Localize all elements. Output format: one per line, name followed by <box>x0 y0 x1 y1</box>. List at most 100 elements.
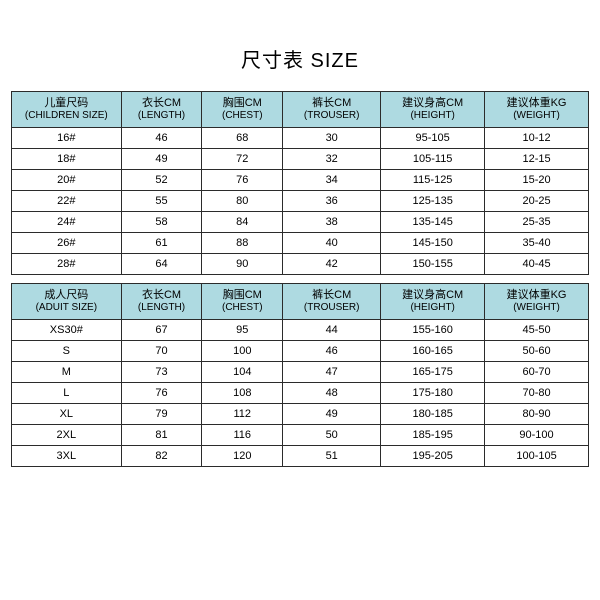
table-cell: 2XL <box>12 425 122 446</box>
table-cell: 84 <box>202 212 283 233</box>
table-cell: 67 <box>121 320 202 341</box>
table-cell: 68 <box>202 128 283 149</box>
table-cell: 115-125 <box>381 170 485 191</box>
table-cell: 160-165 <box>381 341 485 362</box>
table-row: 24#588438135-14525-35 <box>12 212 589 233</box>
table-cell: 80-90 <box>485 404 589 425</box>
table-cell: 155-160 <box>381 320 485 341</box>
table-row: 18#497232105-11512-15 <box>12 149 589 170</box>
table-cell: 48 <box>283 383 381 404</box>
table-cell: 38 <box>283 212 381 233</box>
table-cell: 79 <box>121 404 202 425</box>
table-cell: L <box>12 383 122 404</box>
table-cell: 180-185 <box>381 404 485 425</box>
col-header: 建议身高CM(HEIGHT) <box>381 92 485 128</box>
table-cell: 90-100 <box>485 425 589 446</box>
table-cell: 12-15 <box>485 149 589 170</box>
table-cell: 15-20 <box>485 170 589 191</box>
table-cell: 72 <box>202 149 283 170</box>
size-tables-container: 儿童尺码(CHILDREN SIZE) 衣长CM(LENGTH) 胸围CM(CH… <box>11 91 589 467</box>
table-cell: 25-35 <box>485 212 589 233</box>
table-cell: 108 <box>202 383 283 404</box>
table-cell: 76 <box>121 383 202 404</box>
table-cell: 44 <box>283 320 381 341</box>
table-cell: 24# <box>12 212 122 233</box>
table-cell: 26# <box>12 233 122 254</box>
col-header: 成人尺码(ADUIT SIZE) <box>12 284 122 320</box>
table-row: 22#558036125-13520-25 <box>12 191 589 212</box>
table-cell: 55 <box>121 191 202 212</box>
table-cell: 40-45 <box>485 254 589 275</box>
table-cell: 45-50 <box>485 320 589 341</box>
table-cell: 175-180 <box>381 383 485 404</box>
table-row: 2XL8111650185-19590-100 <box>12 425 589 446</box>
table-header-row: 儿童尺码(CHILDREN SIZE) 衣长CM(LENGTH) 胸围CM(CH… <box>12 92 589 128</box>
table-cell: 81 <box>121 425 202 446</box>
table-cell: 16# <box>12 128 122 149</box>
table-cell: 42 <box>283 254 381 275</box>
table-cell: 46 <box>121 128 202 149</box>
table-cell: 61 <box>121 233 202 254</box>
table-cell: 185-195 <box>381 425 485 446</box>
table-cell: 82 <box>121 446 202 467</box>
table-cell: 60-70 <box>485 362 589 383</box>
table-cell: M <box>12 362 122 383</box>
table-cell: 35-40 <box>485 233 589 254</box>
table-cell: 52 <box>121 170 202 191</box>
col-header: 衣长CM(LENGTH) <box>121 284 202 320</box>
col-header: 建议身高CM(HEIGHT) <box>381 284 485 320</box>
children-size-body: 16#46683095-10510-1218#497232105-11512-1… <box>12 128 589 275</box>
table-header-row: 成人尺码(ADUIT SIZE) 衣长CM(LENGTH) 胸围CM(CHEST… <box>12 284 589 320</box>
table-cell: 112 <box>202 404 283 425</box>
table-cell: 10-12 <box>485 128 589 149</box>
table-row: XL7911249180-18580-90 <box>12 404 589 425</box>
col-header: 儿童尺码(CHILDREN SIZE) <box>12 92 122 128</box>
table-cell: 73 <box>121 362 202 383</box>
table-cell: XL <box>12 404 122 425</box>
col-header: 建议体重KG(WEIGHT) <box>485 284 589 320</box>
col-header: 胸围CM(CHEST) <box>202 284 283 320</box>
table-cell: S <box>12 341 122 362</box>
table-cell: 150-155 <box>381 254 485 275</box>
adult-size-table: 成人尺码(ADUIT SIZE) 衣长CM(LENGTH) 胸围CM(CHEST… <box>11 283 589 467</box>
table-cell: 3XL <box>12 446 122 467</box>
table-cell: 46 <box>283 341 381 362</box>
table-gap <box>11 275 589 283</box>
table-cell: 18# <box>12 149 122 170</box>
col-header: 衣长CM(LENGTH) <box>121 92 202 128</box>
table-cell: 195-205 <box>381 446 485 467</box>
table-cell: 40 <box>283 233 381 254</box>
table-cell: 100-105 <box>485 446 589 467</box>
table-cell: 36 <box>283 191 381 212</box>
table-cell: 90 <box>202 254 283 275</box>
table-cell: 50 <box>283 425 381 446</box>
col-header: 胸围CM(CHEST) <box>202 92 283 128</box>
col-header: 裤长CM(TROUSER) <box>283 92 381 128</box>
table-cell: 58 <box>121 212 202 233</box>
table-row: 28#649042150-15540-45 <box>12 254 589 275</box>
table-cell: 70-80 <box>485 383 589 404</box>
table-cell: 64 <box>121 254 202 275</box>
children-size-table: 儿童尺码(CHILDREN SIZE) 衣长CM(LENGTH) 胸围CM(CH… <box>11 91 589 275</box>
table-cell: 165-175 <box>381 362 485 383</box>
table-cell: 51 <box>283 446 381 467</box>
table-cell: 88 <box>202 233 283 254</box>
table-cell: 135-145 <box>381 212 485 233</box>
table-cell: 49 <box>283 404 381 425</box>
table-cell: 95 <box>202 320 283 341</box>
table-cell: 28# <box>12 254 122 275</box>
table-row: M7310447165-17560-70 <box>12 362 589 383</box>
col-header: 建议体重KG(WEIGHT) <box>485 92 589 128</box>
table-cell: 76 <box>202 170 283 191</box>
table-cell: 34 <box>283 170 381 191</box>
table-cell: 80 <box>202 191 283 212</box>
table-cell: 104 <box>202 362 283 383</box>
table-row: S7010046160-16550-60 <box>12 341 589 362</box>
table-cell: 120 <box>202 446 283 467</box>
col-header: 裤长CM(TROUSER) <box>283 284 381 320</box>
table-cell: 32 <box>283 149 381 170</box>
table-cell: 50-60 <box>485 341 589 362</box>
table-cell: 105-115 <box>381 149 485 170</box>
table-cell: 47 <box>283 362 381 383</box>
table-row: L7610848175-18070-80 <box>12 383 589 404</box>
